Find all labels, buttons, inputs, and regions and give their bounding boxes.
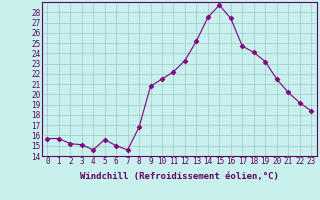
- X-axis label: Windchill (Refroidissement éolien,°C): Windchill (Refroidissement éolien,°C): [80, 172, 279, 181]
